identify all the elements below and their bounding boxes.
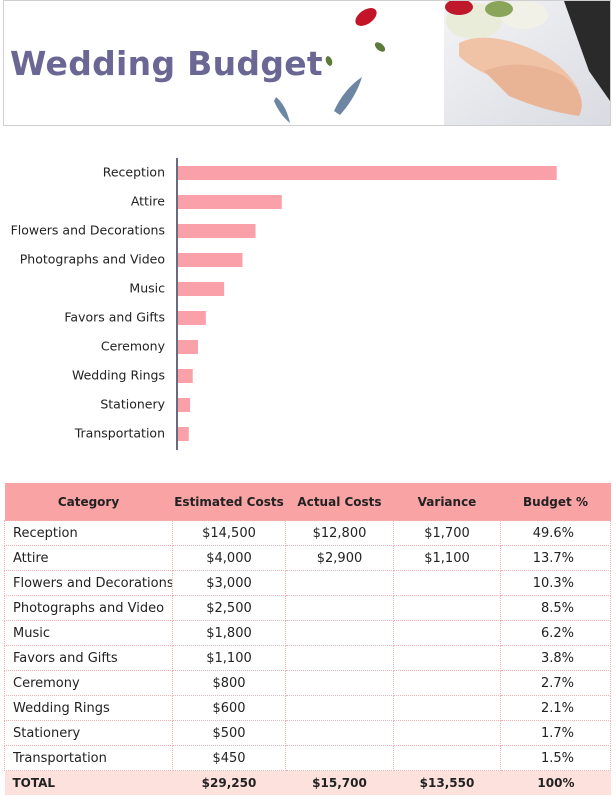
column-header: Budget % — [500, 483, 611, 521]
table-cell: 1.7% — [500, 720, 611, 746]
y-tick-label: Ceremony — [101, 339, 166, 354]
table-cell: $1,700 — [393, 520, 501, 546]
table-cell: $3,000 — [172, 570, 286, 596]
table-cell — [393, 745, 501, 771]
table-cell: Photographs and Video — [4, 595, 173, 621]
total-row: TOTAL $29,250 $15,700 $13,550 100% — [4, 770, 611, 795]
table-cell — [285, 695, 394, 721]
table-cell — [285, 620, 394, 646]
table-cell — [393, 645, 501, 671]
y-tick-label: Photographs and Video — [20, 252, 165, 267]
table-cell: $1,100 — [393, 545, 501, 571]
table-cell: 8.5% — [500, 595, 611, 621]
table-cell: Attire — [4, 545, 173, 571]
bar — [177, 195, 282, 209]
table-cell: $1,800 — [172, 620, 286, 646]
table-cell: TOTAL — [4, 770, 173, 795]
table-cell — [285, 595, 394, 621]
y-tick-label: Attire — [131, 194, 165, 209]
table-cell: 100% — [500, 770, 611, 795]
y-tick-label: Music — [129, 281, 165, 296]
table-cell: $600 — [172, 695, 286, 721]
y-tick-label: Flowers and Decorations — [11, 223, 165, 238]
bar — [177, 398, 191, 412]
table-row: Photographs and Video $2,500 8.5% — [4, 595, 611, 621]
column-header: Estimated Costs — [172, 483, 286, 521]
table-cell — [285, 720, 394, 746]
bar — [177, 369, 193, 383]
page-title: Wedding Budget — [10, 44, 324, 83]
column-header: Variance — [393, 483, 501, 521]
table-row: Favors and Gifts $1,100 3.8% — [4, 645, 611, 671]
y-tick-label: Stationery — [100, 397, 165, 412]
table-row: Reception $14,500 $12,800 $1,700 49.6% — [4, 520, 611, 546]
table-cell: Stationery — [4, 720, 173, 746]
table-row: Ceremony $800 2.7% — [4, 670, 611, 696]
y-tick-label: Transportation — [74, 426, 165, 441]
table-cell: Reception — [4, 520, 173, 546]
table-cell: $500 — [172, 720, 286, 746]
table-cell: Transportation — [4, 745, 173, 771]
bar — [177, 427, 189, 441]
table-cell: 6.2% — [500, 620, 611, 646]
bar — [177, 340, 198, 354]
table-cell — [285, 645, 394, 671]
budget-table: Category Estimated Costs Actual Costs Varia… — [4, 483, 611, 795]
table-cell: 1.5% — [500, 745, 611, 771]
table-cell — [285, 670, 394, 696]
table-cell: Wedding Rings — [4, 695, 173, 721]
table-cell: $15,700 — [285, 770, 394, 795]
table-cell — [393, 695, 501, 721]
table-cell: Favors and Gifts — [4, 645, 173, 671]
table-cell: $4,000 — [172, 545, 286, 571]
y-tick-label: Reception — [103, 165, 165, 180]
bar-chart: Reception Attire Flowers and Decorations Ph… — [11, 158, 557, 450]
banner: Wedding Budget — [3, 0, 611, 126]
table-cell: 13.7% — [500, 545, 611, 571]
table-cell — [393, 595, 501, 621]
table-cell: Music — [4, 620, 173, 646]
table-cell — [393, 720, 501, 746]
column-header: Actual Costs — [285, 483, 394, 521]
table-row: Stationery $500 1.7% — [4, 720, 611, 746]
column-header: Category — [4, 483, 173, 521]
y-tick-label: Favors and Gifts — [64, 310, 165, 325]
bar — [177, 311, 206, 325]
table-cell: Ceremony — [4, 670, 173, 696]
table-cell: 2.1% — [500, 695, 611, 721]
y-tick-label: Wedding Rings — [72, 368, 165, 383]
table-cell: 49.6% — [500, 520, 611, 546]
table-cell — [393, 670, 501, 696]
table-cell: 2.7% — [500, 670, 611, 696]
table-cell: $2,500 — [172, 595, 286, 621]
table-row: Music $1,800 6.2% — [4, 620, 611, 646]
table-cell: 10.3% — [500, 570, 611, 596]
table-row: Transportation $450 1.5% — [4, 745, 611, 771]
table-cell — [393, 570, 501, 596]
header-row: Category Estimated Costs Actual Costs Varia… — [4, 483, 611, 521]
table-cell: $1,100 — [172, 645, 286, 671]
banner-art — [274, 1, 610, 125]
table-cell — [285, 745, 394, 771]
table-cell: 3.8% — [500, 645, 611, 671]
table-cell: Flowers and Decorations — [4, 570, 173, 596]
bar — [177, 166, 557, 180]
table-cell: $14,500 — [172, 520, 286, 546]
table-row: Flowers and Decorations $3,000 10.3% — [4, 570, 611, 596]
bar — [177, 253, 243, 267]
table-cell: $12,800 — [285, 520, 394, 546]
table-cell: $800 — [172, 670, 286, 696]
table-row: Wedding Rings $600 2.1% — [4, 695, 611, 721]
table-cell: $450 — [172, 745, 286, 771]
table-cell — [285, 570, 394, 596]
table-cell — [393, 620, 501, 646]
table-cell: $2,900 — [285, 545, 394, 571]
table-cell: $29,250 — [172, 770, 286, 795]
bar — [177, 282, 225, 296]
bar — [177, 224, 256, 238]
table-cell: $13,550 — [393, 770, 501, 795]
table-row: Attire $4,000 $2,900 $1,100 13.7% — [4, 545, 611, 571]
